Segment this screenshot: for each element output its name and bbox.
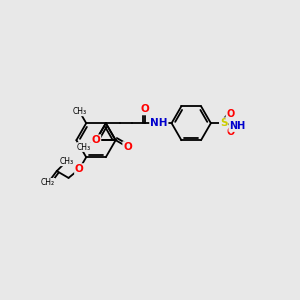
Text: CH₃: CH₃ xyxy=(59,157,74,166)
Text: NH: NH xyxy=(150,118,168,128)
Text: CH₃: CH₃ xyxy=(77,142,91,152)
Text: CH₂: CH₂ xyxy=(41,178,55,187)
Text: O: O xyxy=(123,142,132,152)
Text: O: O xyxy=(226,110,235,119)
Text: NH: NH xyxy=(229,121,245,131)
Text: S: S xyxy=(220,118,227,128)
Text: CH₃: CH₃ xyxy=(72,107,86,116)
Text: O: O xyxy=(226,127,235,137)
Text: O: O xyxy=(141,104,149,114)
Text: O: O xyxy=(75,164,84,174)
Text: O: O xyxy=(92,135,100,145)
